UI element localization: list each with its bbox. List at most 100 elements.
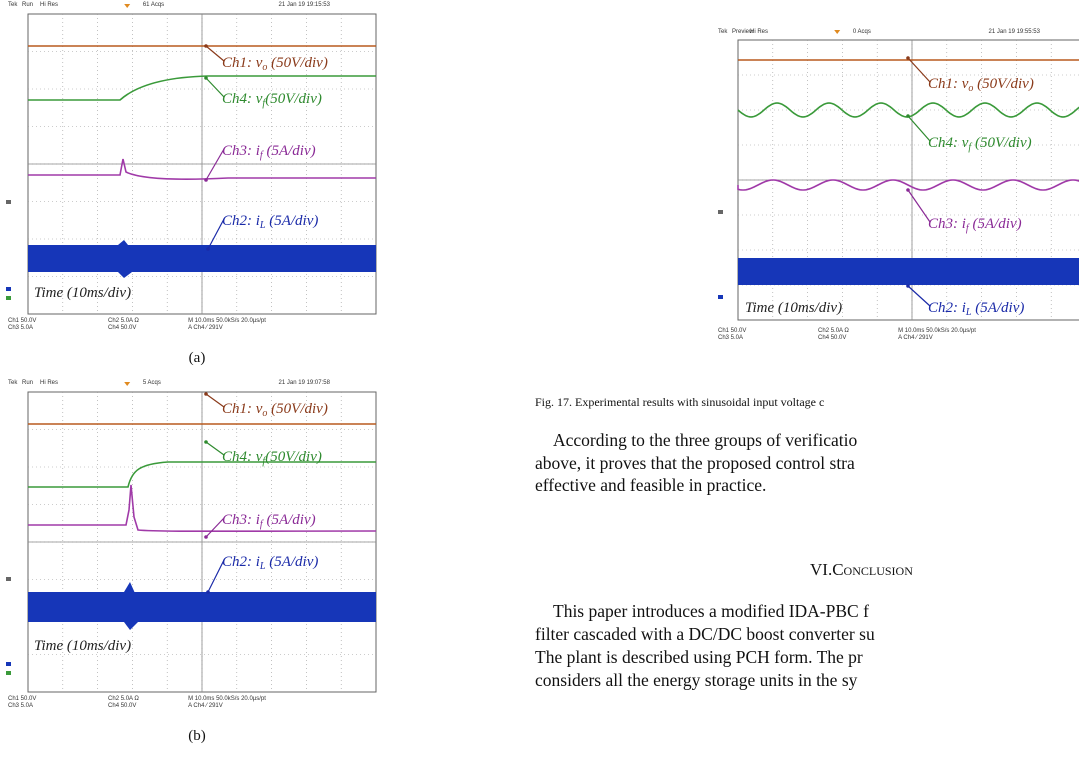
annotation-arrowhead (906, 284, 910, 288)
screen-footer: Ch4 50.0V (108, 703, 136, 709)
trigger-marker (834, 30, 840, 34)
figure-caption: Fig. 17. Experimental results with sinus… (535, 395, 824, 410)
text-line: above, it proves that the proposed contr… (535, 453, 855, 474)
annotation-arrowhead (206, 590, 210, 594)
annotation: Ch2: iL (5A/div) (222, 213, 318, 231)
time-scale-label: Time (10ms/div) (34, 638, 131, 654)
screen-header: Hi Res (40, 380, 58, 386)
annotation: Ch1: vo (50V/div) (222, 55, 328, 73)
annotation-text: (5A/div) (263, 143, 316, 159)
annotation: Ch1: vo (50V/div) (222, 401, 328, 419)
channel-marker (718, 210, 723, 214)
screen-footer: Ch4 50.0V (108, 325, 136, 331)
annotation-text: (50V/div) (267, 401, 327, 417)
annotation-text: (5A/div) (265, 213, 318, 229)
channel-marker (718, 295, 723, 299)
annotation-text: (5A/div) (969, 216, 1022, 232)
annotation: Ch3: if (5A/div) (222, 512, 316, 530)
screen-footer: M 10.0ms 50.0kS/s 20.0µs/pt (188, 696, 266, 702)
annotation-text: (5A/div) (971, 300, 1024, 316)
channel-marker (6, 287, 11, 291)
text-line: effective and feasible in practice. (535, 475, 766, 496)
page: Ch1: vo (50V/div)Ch4: vf(50V/div)Ch3: if… (0, 0, 1079, 779)
trigger-marker (124, 382, 130, 386)
subfigure-label: (b) (188, 728, 206, 744)
annotation: Ch2: iL (5A/div) (222, 554, 318, 572)
annotation-arrowhead (906, 114, 910, 118)
annotation-text: (50V/div) (265, 449, 322, 465)
annotation-text: Ch1: v (928, 76, 969, 92)
screen-footer: Ch2 5.0A Ω (108, 696, 139, 702)
annotation-text: Ch4: v (222, 91, 263, 107)
channel-marker (6, 296, 11, 300)
annotation: Ch4: vf (50V/div) (928, 135, 1032, 153)
annotation-arrowhead (906, 56, 910, 60)
annotation-text: Ch1: v (222, 55, 263, 71)
screen-footer: Ch3 5.0A (8, 703, 33, 709)
annotation-arrowhead (906, 188, 910, 192)
screen-footer: Ch3 5.0A (718, 335, 743, 341)
screen-header: Tek (8, 2, 18, 8)
screen-footer: Ch1 50.0V (8, 318, 36, 324)
waveform-ch2 (738, 258, 1079, 285)
screen-header: 0 Acqs (853, 29, 871, 35)
screen-footer: M 10.0ms 50.0kS/s 20.0µs/pt (898, 328, 976, 334)
annotation: Ch4: vf(50V/div) (222, 91, 322, 109)
annotation-text: Ch2: i (222, 554, 260, 570)
annotation-text: Ch3: i (222, 143, 260, 159)
screen-footer: Ch4 50.0V (818, 335, 846, 341)
annotation-text: Ch4: v (222, 449, 263, 465)
text-line: considers all the energy storage units i… (535, 670, 857, 691)
annotation-arrowhead (204, 392, 208, 396)
screen-header: Run (22, 2, 33, 8)
screen-footer: A Ch4 ⁄ 291V (188, 325, 223, 331)
screen-footer: Ch1 50.0V (8, 696, 36, 702)
annotation-text: (5A/div) (263, 512, 316, 528)
channel-marker (6, 200, 11, 204)
subfigure-label: (a) (189, 350, 206, 366)
text-line: The plant is described using PCH form. T… (535, 647, 863, 668)
screen-header: 61 Acqs (143, 2, 164, 8)
annotation-arrowhead (206, 247, 210, 251)
text-line: According to the three groups of verific… (553, 430, 857, 451)
annotation: Ch1: vo (50V/div) (928, 76, 1034, 94)
screen-header: Hi Res (40, 2, 58, 8)
annotation-text: Ch2: i (222, 213, 260, 229)
annotation-text: Ch1: v (222, 401, 263, 417)
time-scale-label: Time (10ms/div) (34, 285, 131, 301)
channel-marker (6, 577, 11, 581)
screen-footer: A Ch4 ⁄ 291V (188, 703, 223, 709)
annotation: Ch4: vf(50V/div) (222, 449, 322, 467)
screen-header: 21 Jan 19 19:07:58 (279, 380, 331, 386)
screen-header: Tek (718, 29, 728, 35)
annotation: Ch2: iL (5A/div) (928, 300, 1024, 318)
screen-footer: Ch2 5.0A Ω (108, 318, 139, 324)
channel-marker (6, 662, 11, 666)
oscilloscope-screen: Ch1: vo (50V/div) Ch4: vf (50V/div) Ch3: i… (718, 30, 1079, 320)
annotation-arrowhead (204, 535, 208, 539)
screen-footer: Ch1 50.0V (718, 328, 746, 334)
annotation: Ch3: if (5A/div) (222, 143, 316, 161)
annotation-text: Ch2: i (928, 300, 966, 316)
annotation-text: (5A/div) (265, 554, 318, 570)
screen-header: Tek (8, 380, 18, 386)
waveform-ch2 (28, 245, 376, 272)
oscilloscope-screen: Ch1: vo (50V/div) Ch4: vf(50V/div) Ch3: if… (6, 382, 376, 692)
screen-header: Hi Res (750, 29, 768, 35)
oscilloscope-screen: Ch1: vo (50V/div) Ch4: vf(50V/div) Ch3: if… (6, 4, 376, 314)
screen-header: 5 Acqs (143, 380, 161, 386)
screen-footer: A Ch4 ⁄ 291V (898, 335, 933, 341)
trigger-marker (124, 4, 130, 8)
screen-footer: Ch3 5.0A (8, 325, 33, 331)
screen-footer: Ch2 5.0A Ω (818, 328, 849, 334)
annotation: Ch3: if (5A/div) (928, 216, 1022, 234)
annotation-arrowhead (204, 440, 208, 444)
annotation-text: Ch3: i (928, 216, 966, 232)
time-scale-label: Time (10ms/div) (745, 300, 842, 316)
annotation-arrowhead (204, 44, 208, 48)
text-line: filter cascaded with a DC/DC boost conve… (535, 624, 875, 645)
annotation-text: Ch3: i (222, 512, 260, 528)
screen-header: 21 Jan 19 19:55:53 (989, 29, 1041, 35)
annotation-text: (50V/div) (971, 135, 1031, 151)
annotation-text: (50V/div) (973, 76, 1033, 92)
